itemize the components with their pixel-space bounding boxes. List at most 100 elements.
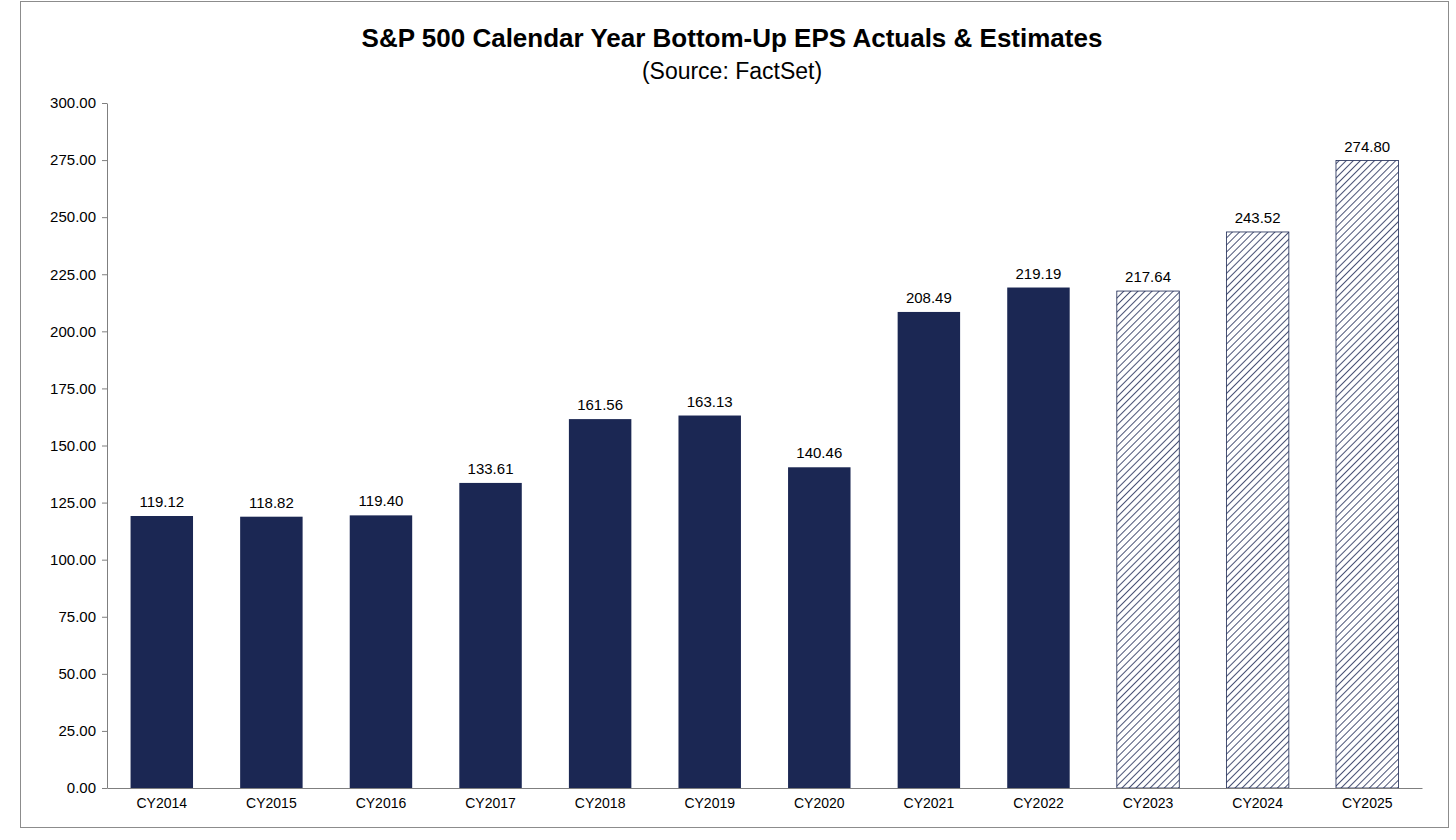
data-label: 119.12 xyxy=(139,493,184,510)
y-tick: 300.00 xyxy=(50,94,107,111)
y-tick: 225.00 xyxy=(50,266,107,283)
data-label: 118.82 xyxy=(249,494,294,511)
y-tick-label: 275.00 xyxy=(50,151,96,168)
y-tick-label: 200.00 xyxy=(50,323,96,340)
y-tick: 150.00 xyxy=(50,437,107,454)
title: S&P 500 Calendar Year Bottom-Up EPS Actu… xyxy=(362,23,1103,53)
x-tick: CY2024 xyxy=(1232,795,1283,811)
y-tick: 200.00 xyxy=(50,323,107,340)
y-tick-mark xyxy=(102,103,107,104)
y-tick-label: 250.00 xyxy=(50,208,96,225)
x-tick-label: CY2014 xyxy=(136,795,187,811)
y-tick: 0.00 xyxy=(67,779,107,796)
x-tick: CY2016 xyxy=(356,795,407,811)
y-tick: 275.00 xyxy=(50,151,107,168)
data-label: 119.40 xyxy=(359,492,404,509)
y-tick-mark xyxy=(102,331,107,332)
bar xyxy=(678,416,740,788)
y-tick: 100.00 xyxy=(50,551,107,568)
y-tick-label: 225.00 xyxy=(50,266,96,283)
y-tick-label: 50.00 xyxy=(58,665,96,682)
bar-hatch xyxy=(1117,291,1179,788)
y-axis-line xyxy=(107,104,108,789)
y-tick-mark xyxy=(102,274,107,275)
y-tick-label: 300.00 xyxy=(50,94,96,111)
y-tick: 75.00 xyxy=(58,608,107,625)
x-tick-label: CY2016 xyxy=(356,795,407,811)
x-tick-label: CY2015 xyxy=(246,795,297,811)
y-tick: 175.00 xyxy=(50,380,107,397)
bar xyxy=(1336,161,1398,788)
y-tick-label: 150.00 xyxy=(50,437,96,454)
y-tick-mark xyxy=(102,160,107,161)
y-tick: 125.00 xyxy=(50,494,107,511)
x-tick: CY2023 xyxy=(1123,795,1174,811)
x-tick-label: CY2021 xyxy=(904,795,955,811)
bar xyxy=(788,467,850,788)
y-tick-label: 100.00 xyxy=(50,551,96,568)
x-tick: CY2015 xyxy=(246,795,297,811)
y-tick-label: 0.00 xyxy=(67,779,96,796)
x-tick-label: CY2022 xyxy=(1013,795,1064,811)
x-tick: CY2020 xyxy=(794,795,845,811)
bar xyxy=(131,516,193,788)
data-label: 274.80 xyxy=(1344,138,1390,155)
y-tick-mark xyxy=(102,446,107,447)
bar xyxy=(240,517,302,788)
bar xyxy=(1117,291,1179,788)
data-label: 163.13 xyxy=(687,393,733,410)
bar xyxy=(1226,232,1288,788)
y-tick-label: 175.00 xyxy=(50,380,96,397)
x-tick: CY2014 xyxy=(136,795,187,811)
subtitle: (Source: FactSet) xyxy=(642,58,822,84)
data-label: 217.64 xyxy=(1125,268,1171,285)
y-tick-mark xyxy=(102,503,107,504)
y-tick: 25.00 xyxy=(58,722,107,739)
x-axis: CY2014 CY2015 CY2016 CY2017 CY2018 CY2019 CY20… xyxy=(108,789,1423,811)
y-tick-mark xyxy=(102,788,107,789)
x-tick-label: CY2017 xyxy=(465,795,516,811)
data-labels: 119.12 118.82 119.40 133.61 161.56 163.13 140.… xyxy=(139,138,1390,511)
x-tick-label: CY2024 xyxy=(1232,795,1283,811)
x-tick: CY2018 xyxy=(575,795,626,811)
y-axis: 0.00 25.00 50.00 75.00 100.00 125.00 150.00 175… xyxy=(50,94,107,796)
x-tick: CY2017 xyxy=(465,795,516,811)
y-tick-mark xyxy=(102,731,107,732)
bar xyxy=(1007,288,1069,788)
bars xyxy=(131,161,1399,788)
y-tick-label: 75.00 xyxy=(58,608,96,625)
x-tick: CY2025 xyxy=(1342,795,1393,811)
data-label: 133.61 xyxy=(468,460,514,477)
x-tick-label: CY2023 xyxy=(1123,795,1174,811)
y-tick-label: 125.00 xyxy=(50,494,96,511)
data-label: 243.52 xyxy=(1235,209,1281,226)
bar xyxy=(569,419,631,788)
x-tick-label: CY2025 xyxy=(1342,795,1393,811)
y-tick: 250.00 xyxy=(50,208,107,225)
bar-hatch xyxy=(1336,161,1398,788)
bar xyxy=(350,515,412,788)
bar xyxy=(898,312,960,788)
data-label: 208.49 xyxy=(906,289,952,306)
y-tick: 50.00 xyxy=(58,665,107,682)
chart: 0.00 25.00 50.00 75.00 100.00 125.00 150.00 175… xyxy=(0,0,1456,840)
y-tick-mark xyxy=(102,388,107,389)
x-tick-label: CY2020 xyxy=(794,795,845,811)
x-tick: CY2022 xyxy=(1013,795,1064,811)
data-label: 161.56 xyxy=(577,396,623,413)
x-tick-label: CY2019 xyxy=(684,795,735,811)
y-tick-mark xyxy=(102,674,107,675)
x-axis-line xyxy=(108,788,1423,789)
bar-hatch xyxy=(1226,232,1288,788)
bar xyxy=(459,483,521,788)
y-tick-mark xyxy=(102,217,107,218)
data-label: 140.46 xyxy=(796,444,842,461)
data-label: 219.19 xyxy=(1016,265,1062,282)
y-tick-label: 25.00 xyxy=(58,722,96,739)
x-tick-label: CY2018 xyxy=(575,795,626,811)
y-tick-mark xyxy=(102,617,107,618)
x-tick: CY2021 xyxy=(904,795,955,811)
chart-frame xyxy=(21,2,1449,828)
x-tick: CY2019 xyxy=(684,795,735,811)
y-tick-mark xyxy=(102,560,107,561)
